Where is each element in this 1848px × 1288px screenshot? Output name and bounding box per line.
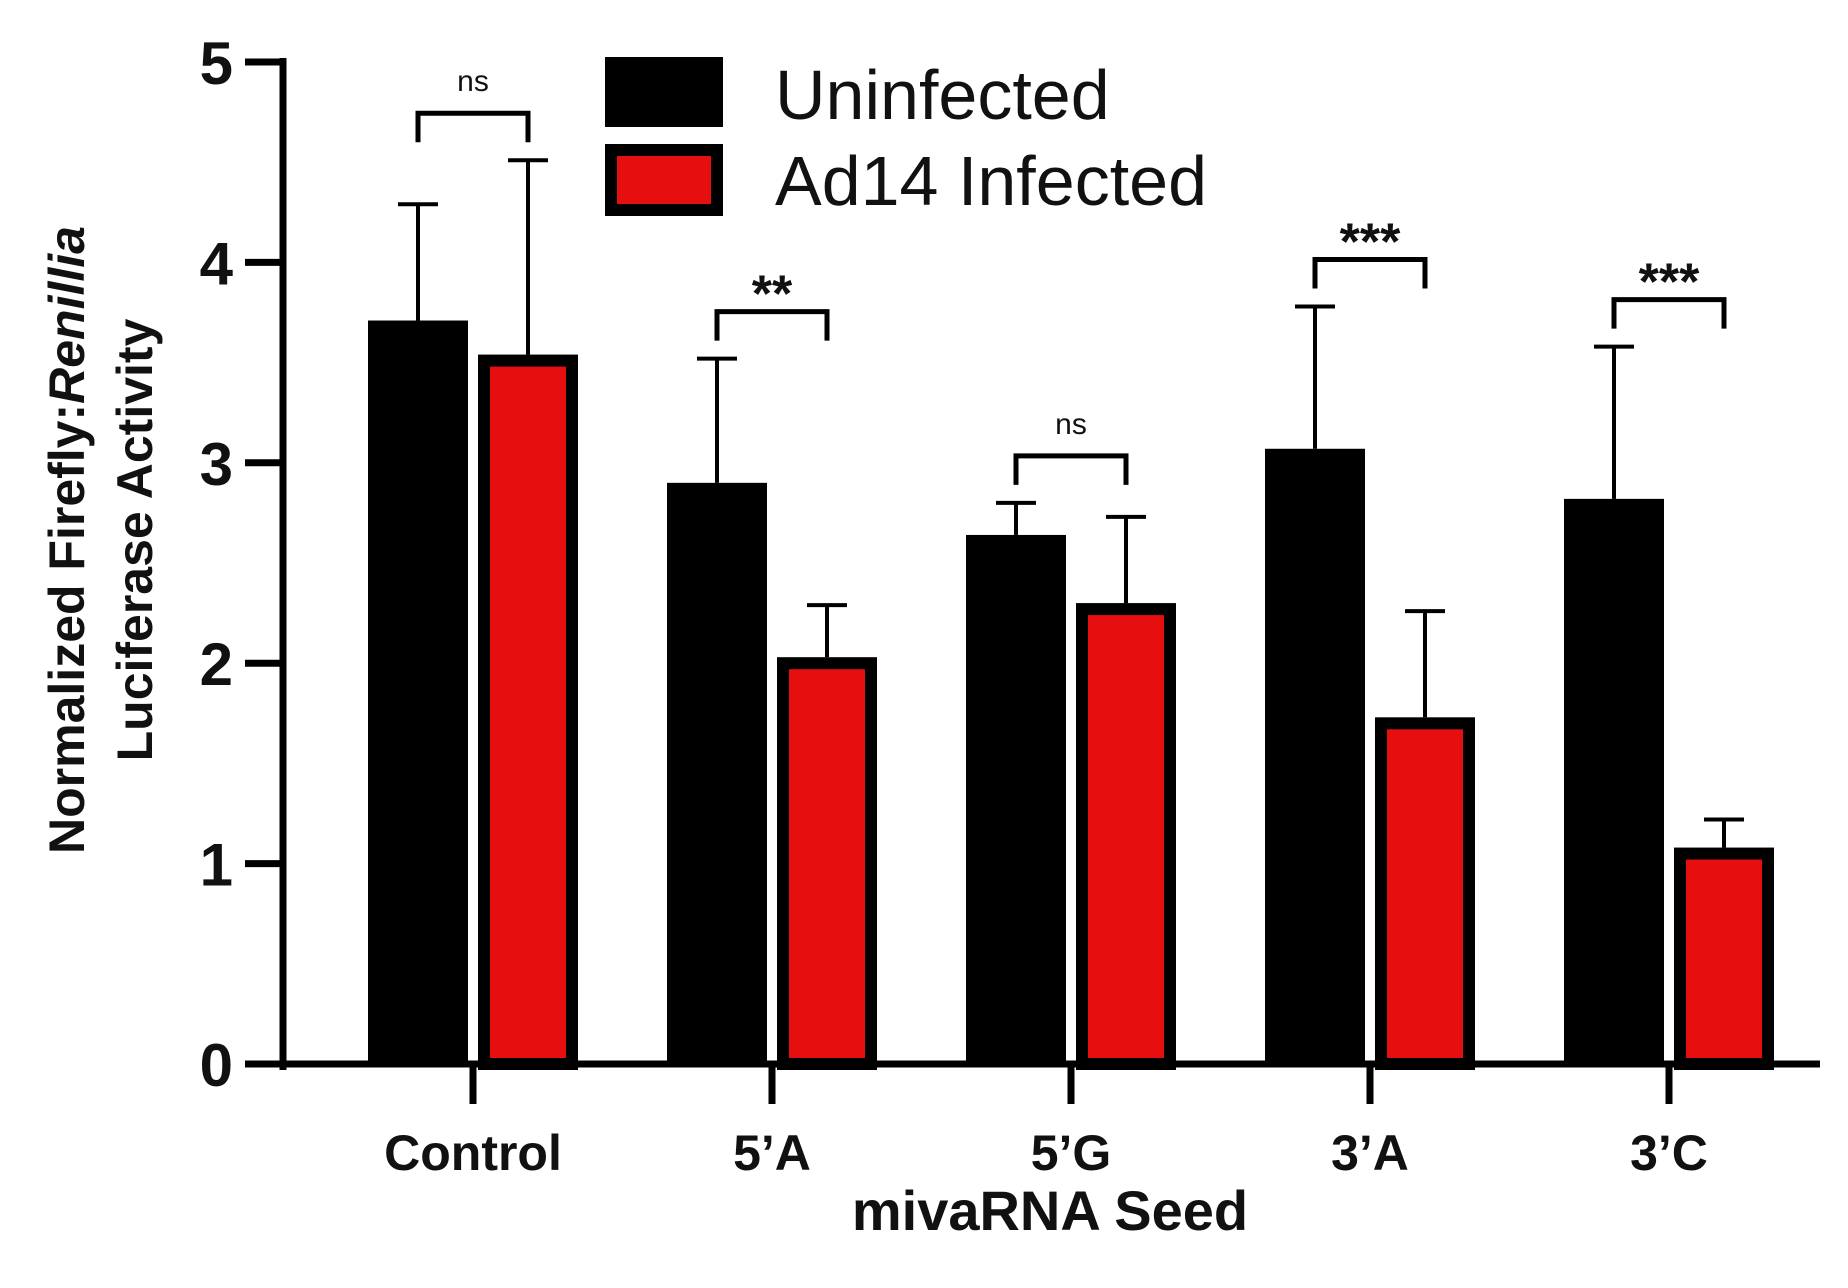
bar-ad14-infected-5-g [1076, 603, 1176, 1071]
x-tick-label-3-c: 3’C [1630, 1125, 1708, 1181]
x-tick-label-3-a: 3’A [1331, 1125, 1409, 1181]
legend-label-ad14: Ad14 Infected [775, 142, 1207, 220]
legend: Uninfected Ad14 Infected [605, 56, 1207, 220]
significance-label-control: ns [457, 65, 489, 98]
x-axis: Control 5’A 5’G 3’A 3’C [279, 1060, 1820, 1181]
bar-ad14-infected-3-c [1674, 847, 1774, 1070]
bar-ad14-infected-control [478, 354, 578, 1071]
y-axis-label-part1: Normalized Firefly: [39, 404, 95, 854]
bar-uninfected-3-a [1265, 448, 1365, 1065]
x-tick-label-control: Control [384, 1125, 562, 1181]
significance-label-5-a: ** [752, 266, 793, 324]
bar-uninfected-3-c [1564, 498, 1664, 1064]
y-axis-label-italic: Renillia [39, 226, 95, 404]
bar-uninfected-5-g [966, 534, 1066, 1064]
bar-ad14-infected-5-a [777, 657, 877, 1070]
y-axis-label-line1: Normalized Firefly:Renillia [39, 226, 95, 854]
legend-swatch-uninfected [605, 57, 723, 127]
significance-bracket-5-a [714, 309, 830, 341]
x-tick-label-5-g: 5’G [1031, 1125, 1112, 1181]
y-tick-label-0: 0 [200, 1032, 233, 1099]
legend-swatch-ad14 [605, 144, 723, 216]
significance-bracket-control [415, 110, 531, 143]
x-tick-label-5-a: 5’A [733, 1125, 811, 1181]
y-tick-label-4: 4 [200, 230, 234, 297]
significance-label-5-g: ns [1055, 408, 1087, 441]
significance-label-3-c: *** [1639, 254, 1700, 312]
x-axis-label: mivaRNA Seed [852, 1179, 1248, 1242]
significance-bracket-5-g [1013, 453, 1129, 485]
significance-bracket-3-c [1611, 297, 1727, 329]
y-axis: 0 1 2 3 4 5 [200, 30, 287, 1099]
y-axis-label-line2: Luciferase Activity [107, 318, 163, 761]
bar-uninfected-control [368, 320, 468, 1064]
y-tick-label-5: 5 [200, 30, 233, 97]
bar-ad14-infected-3-a [1375, 717, 1475, 1070]
y-tick-label-2: 2 [200, 631, 233, 698]
y-tick-label-3: 3 [200, 431, 233, 498]
significance-label-3-a: *** [1340, 213, 1401, 271]
bar-uninfected-5-a [667, 482, 767, 1065]
significance-bracket-3-a [1312, 256, 1428, 289]
bars [368, 320, 1774, 1071]
error-bars [398, 158, 1744, 848]
significance-annotations: ns ** ns *** *** [415, 65, 1727, 485]
y-tick-label-1: 1 [200, 832, 233, 899]
legend-label-uninfected: Uninfected [775, 56, 1110, 134]
